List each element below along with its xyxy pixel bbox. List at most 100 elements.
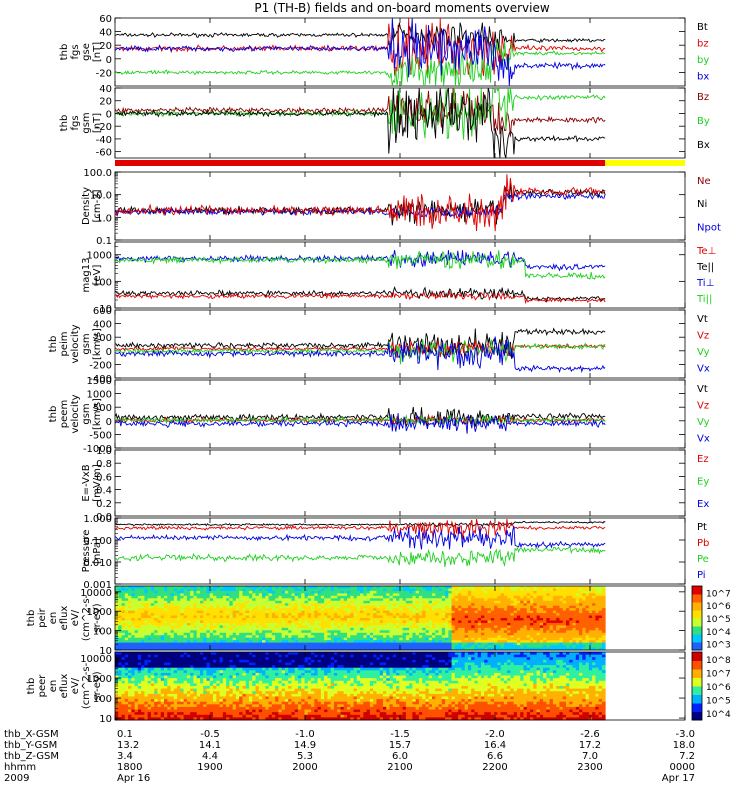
spectrogram-cell [124,709,129,713]
spectrogram-cell [425,637,430,641]
spectrogram-cell [592,593,596,597]
spectrogram-cell [324,627,328,631]
spectrogram-cell [144,665,149,669]
y-tick-label: 0.0 [96,512,112,523]
y-tick-label: -1000 [83,444,112,455]
spectrogram-cell [265,590,269,594]
spectrogram-cell [500,640,505,644]
spectrogram-cell [592,632,596,636]
spectrogram-cell [579,622,583,626]
spectrogram-cell [239,605,243,609]
spectrogram-cell [304,630,309,634]
spectrogram-cell [128,657,132,661]
spectrogram-cell [128,593,132,597]
spectrogram-cell [288,613,292,616]
spectrogram-cell [523,630,528,634]
spectrogram-cell [428,637,433,641]
spectrogram-cell [160,693,165,697]
spectrogram-cell [314,637,319,641]
spectrogram-cell [183,686,188,690]
spectrogram-cell [513,586,518,589]
spectrogram-cell [275,622,279,626]
spectrogram-cell [177,717,181,721]
spectrogram-cell [167,701,171,705]
spectrogram-cell [350,595,354,599]
spectrogram-cell [160,593,165,597]
spectrogram-cell [494,642,498,646]
spectrogram-cell [186,618,191,621]
spectrogram-cell [422,608,426,612]
spectrogram-cell [425,615,430,619]
spectrogram-cell [180,672,185,676]
spectrogram-cell [451,598,456,602]
spectrogram-cell [183,625,188,629]
spectrogram-cell [173,686,178,690]
spectrogram-cell [598,603,603,607]
spectrogram-cell [137,620,142,624]
spectrogram-cell [183,701,188,705]
spectrogram-cell [190,615,194,619]
spectrogram-cell [539,603,544,607]
spectrogram-cell [301,635,305,639]
spectrogram-cell [343,598,348,602]
spectrogram-cell [144,659,149,663]
spectrogram-cell [183,699,188,703]
spectrogram-cell [376,593,381,597]
spectrogram-cell [530,642,534,646]
spectrogram-cell [513,605,518,609]
spectrogram-cell [150,667,155,671]
spectrogram-cell [389,600,394,604]
spectrogram-cell [428,615,433,619]
spectrogram-cell [141,717,145,721]
spectrogram-cell [412,608,417,612]
spectrogram-cell [327,586,332,589]
spectrogram-cell [592,600,596,604]
spectrogram-cell [150,588,155,592]
spectrogram-cell [284,625,289,629]
spectrogram-cell [402,590,407,594]
spectrogram-cell [226,647,230,651]
spectrogram-cell [347,588,351,592]
spectrogram-cell [311,590,315,594]
y-tick-label: 0.1 [96,236,112,247]
spectrogram-cell [490,586,495,589]
spectrogram-cell [128,704,132,708]
spectrogram-cell [484,637,488,641]
spectrogram-cell [461,618,466,621]
spectrogram-cell [543,605,547,609]
spectrogram-cell [585,605,590,609]
spectrogram-cell [592,613,596,616]
spectrogram-cell [575,593,580,597]
spectrogram-cell [415,647,420,651]
spectrogram-cell [209,637,214,641]
spectrogram-cell [252,635,256,639]
spectrogram-cell [252,608,256,612]
spectrogram-cell [546,618,551,621]
spectrogram-cell [569,586,573,589]
spectrogram-cell [448,627,453,631]
spectrogram-cell [448,622,453,626]
spectrogram-cell [330,588,335,592]
spectrogram-cell [128,693,132,697]
spectrogram-cell [396,593,400,597]
spectrogram-cell [396,615,400,619]
spectrogram-cell [539,630,544,634]
spectrogram-cell [471,598,475,602]
spectrogram-cell [199,608,204,612]
spectrogram-cell [582,588,586,592]
spectrogram-cell [255,618,260,621]
spectrogram-cell [441,618,446,621]
spectrogram-cell [186,615,191,619]
spectrogram-cell [219,632,224,636]
spectrogram-cell [327,635,332,639]
spectrogram-cell [216,588,220,592]
spectrogram-cell [510,588,515,592]
spectrogram-cell [180,706,185,710]
spectrogram-cell [579,595,583,599]
spectrogram-cell [588,588,593,592]
spectrogram-cell [386,615,390,619]
spectrogram-cell [157,670,162,674]
spectrogram-cell [382,620,387,624]
spectrogram-cell [418,620,423,624]
spectrogram-cell [167,665,171,669]
